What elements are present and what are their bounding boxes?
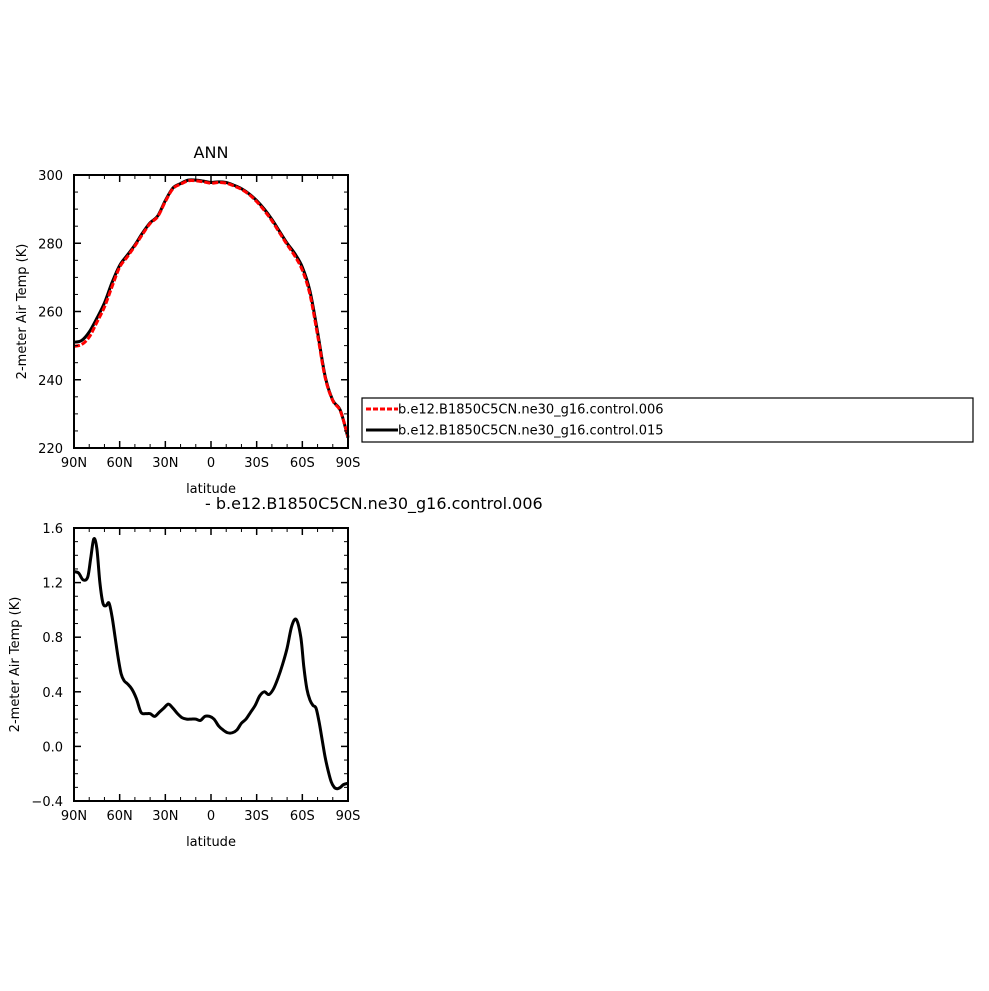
y-tick-label: 1.6 <box>42 522 63 537</box>
y-tick-label: 1.2 <box>42 577 63 592</box>
x-axis-title: latitude <box>186 835 236 850</box>
y-tick-label: 280 <box>38 237 63 252</box>
series-line-1 <box>73 179 350 438</box>
panel-annual-temperature: ANN 90N 60N 30N 0 30S 60S 90S 220 240 260 280 300 l… <box>15 143 360 497</box>
y-tick-label: 0.0 <box>42 740 63 755</box>
x-tick-label: 90S <box>336 456 361 471</box>
y-tick-label: 0.4 <box>42 686 63 701</box>
x-tick-label: 30S <box>244 456 269 471</box>
tick-layer: 90N 60N 30N 0 30S 60S 90S −0.4 0.0 0.4 0.8 1.2 1.6 <box>31 522 360 824</box>
y-tick-label: 260 <box>38 306 63 321</box>
y-tick-label: 220 <box>38 442 63 457</box>
chart-title: ANN <box>194 143 229 162</box>
x-tick-label: 60S <box>290 456 315 471</box>
x-tick-label: 0 <box>207 809 215 824</box>
x-tick-label: 90N <box>61 809 87 824</box>
x-tick-label: 30N <box>152 809 178 824</box>
legend-box <box>361 397 974 443</box>
difference-title: - b.e12.B1850C5CN.ne30_g16.control.006 <box>205 494 543 514</box>
x-tick-label: 30S <box>244 809 269 824</box>
y-tick-label: −0.4 <box>31 795 63 810</box>
legend-label-control-015: b.e12.B1850C5CN.ne30_g16.control.015 <box>398 424 664 439</box>
series-line-0 <box>73 178 350 439</box>
x-tick-label: 60N <box>107 809 133 824</box>
x-tick-label: 30N <box>152 456 178 471</box>
x-tick-label: 90S <box>336 809 361 824</box>
series-line-0 <box>73 537 349 791</box>
series-layer <box>73 537 349 791</box>
series-layer <box>73 178 350 439</box>
y-axis-title: 2-meter Air Temp (K) <box>8 597 23 733</box>
y-tick-label: 0.8 <box>42 631 63 646</box>
x-tick-label: 0 <box>207 456 215 471</box>
panel-temperature-difference: - b.e12.B1850C5CN.ne30_g16.control.006 9… <box>8 494 543 850</box>
y-axis-title: 2-meter Air Temp (K) <box>15 244 30 380</box>
x-tick-label: 60N <box>107 456 133 471</box>
x-axis-title: latitude <box>186 482 236 497</box>
plot-frame <box>73 174 349 449</box>
legend-label-control-006: b.e12.B1850C5CN.ne30_g16.control.006 <box>398 403 664 418</box>
x-tick-label: 90N <box>61 456 87 471</box>
y-tick-label: 300 <box>38 169 63 184</box>
legend: b.e12.B1850C5CN.ne30_g16.control.006 b.e… <box>361 397 974 443</box>
tick-layer: 90N 60N 30N 0 30S 60S 90S 220 240 260 280 300 <box>38 169 360 471</box>
plot-frame <box>73 527 349 802</box>
y-tick-label: 240 <box>38 374 63 389</box>
x-tick-label: 60S <box>290 809 315 824</box>
